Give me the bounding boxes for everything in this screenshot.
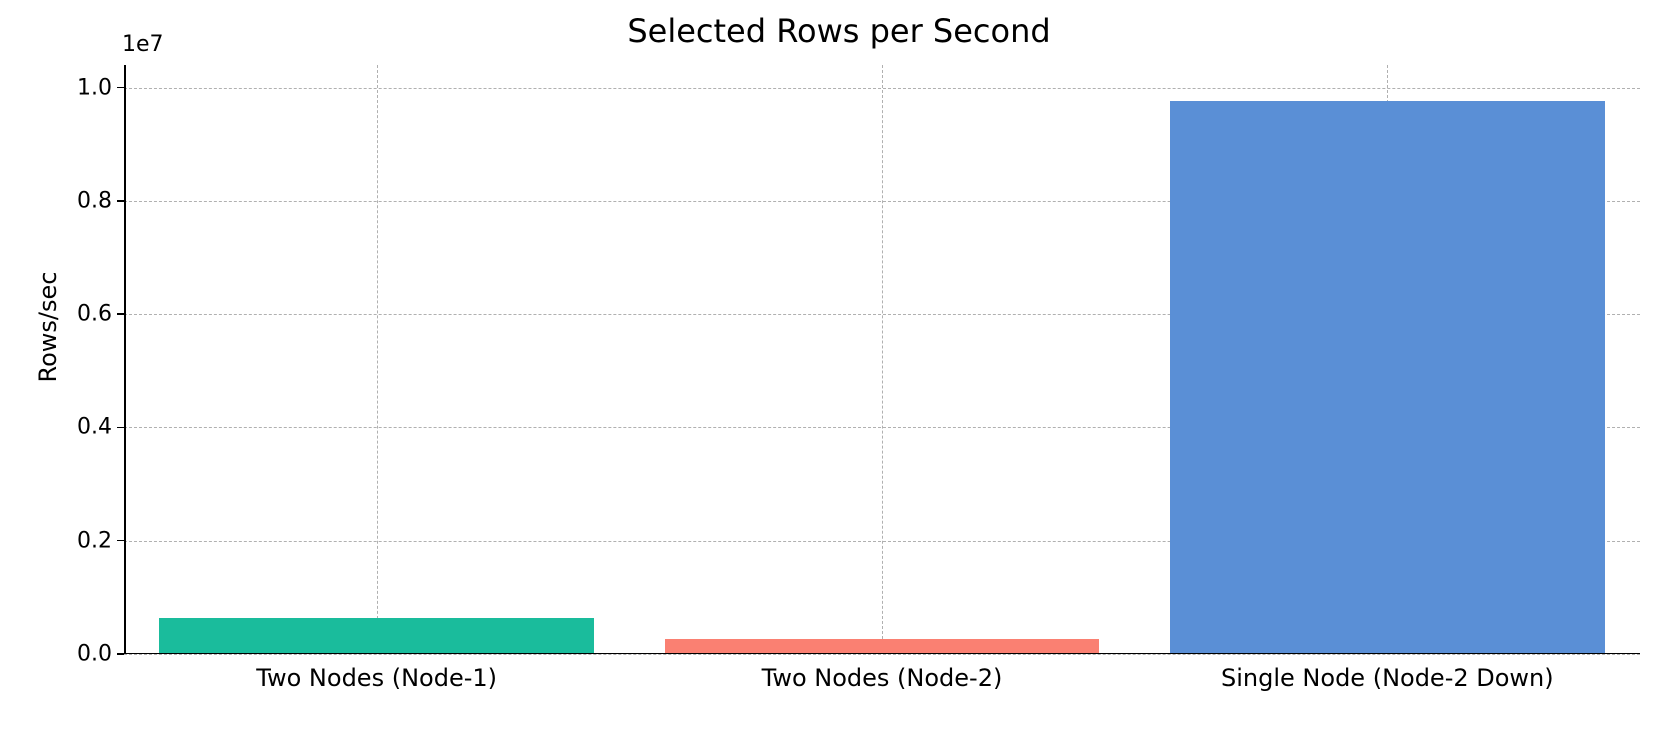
y-tick-label: 0.8 [0, 188, 112, 213]
y-tick-label: 0.0 [0, 642, 112, 667]
y-tick-label: 1.0 [0, 75, 112, 100]
y-tick-mark [117, 313, 124, 315]
y-tick-label: 0.2 [0, 528, 112, 553]
y-axis-offset-text: 1e7 [122, 32, 164, 57]
x-tick-label: Single Node (Node-2 Down) [1221, 664, 1554, 692]
chart-title: Selected Rows per Second [0, 12, 1678, 50]
x-tick-label: Two Nodes (Node-1) [256, 664, 497, 692]
bar [159, 618, 594, 654]
grid-line-vertical [882, 65, 883, 654]
grid-line-vertical [377, 65, 378, 654]
y-tick-label: 0.4 [0, 415, 112, 440]
axis-spine-left [124, 65, 126, 654]
y-tick-mark [117, 87, 124, 89]
y-tick-mark [117, 200, 124, 202]
grid-line-horizontal [124, 654, 1640, 655]
figure: Selected Rows per Second 1e7 Rows/sec 0.… [0, 0, 1678, 729]
plot-area [124, 65, 1640, 654]
x-tick-label: Two Nodes (Node-2) [762, 664, 1003, 692]
y-tick-label: 0.6 [0, 302, 112, 327]
axis-spine-bottom [124, 653, 1640, 655]
y-tick-mark [117, 427, 124, 429]
y-tick-mark [117, 653, 124, 655]
y-tick-mark [117, 540, 124, 542]
bar [1170, 101, 1605, 654]
